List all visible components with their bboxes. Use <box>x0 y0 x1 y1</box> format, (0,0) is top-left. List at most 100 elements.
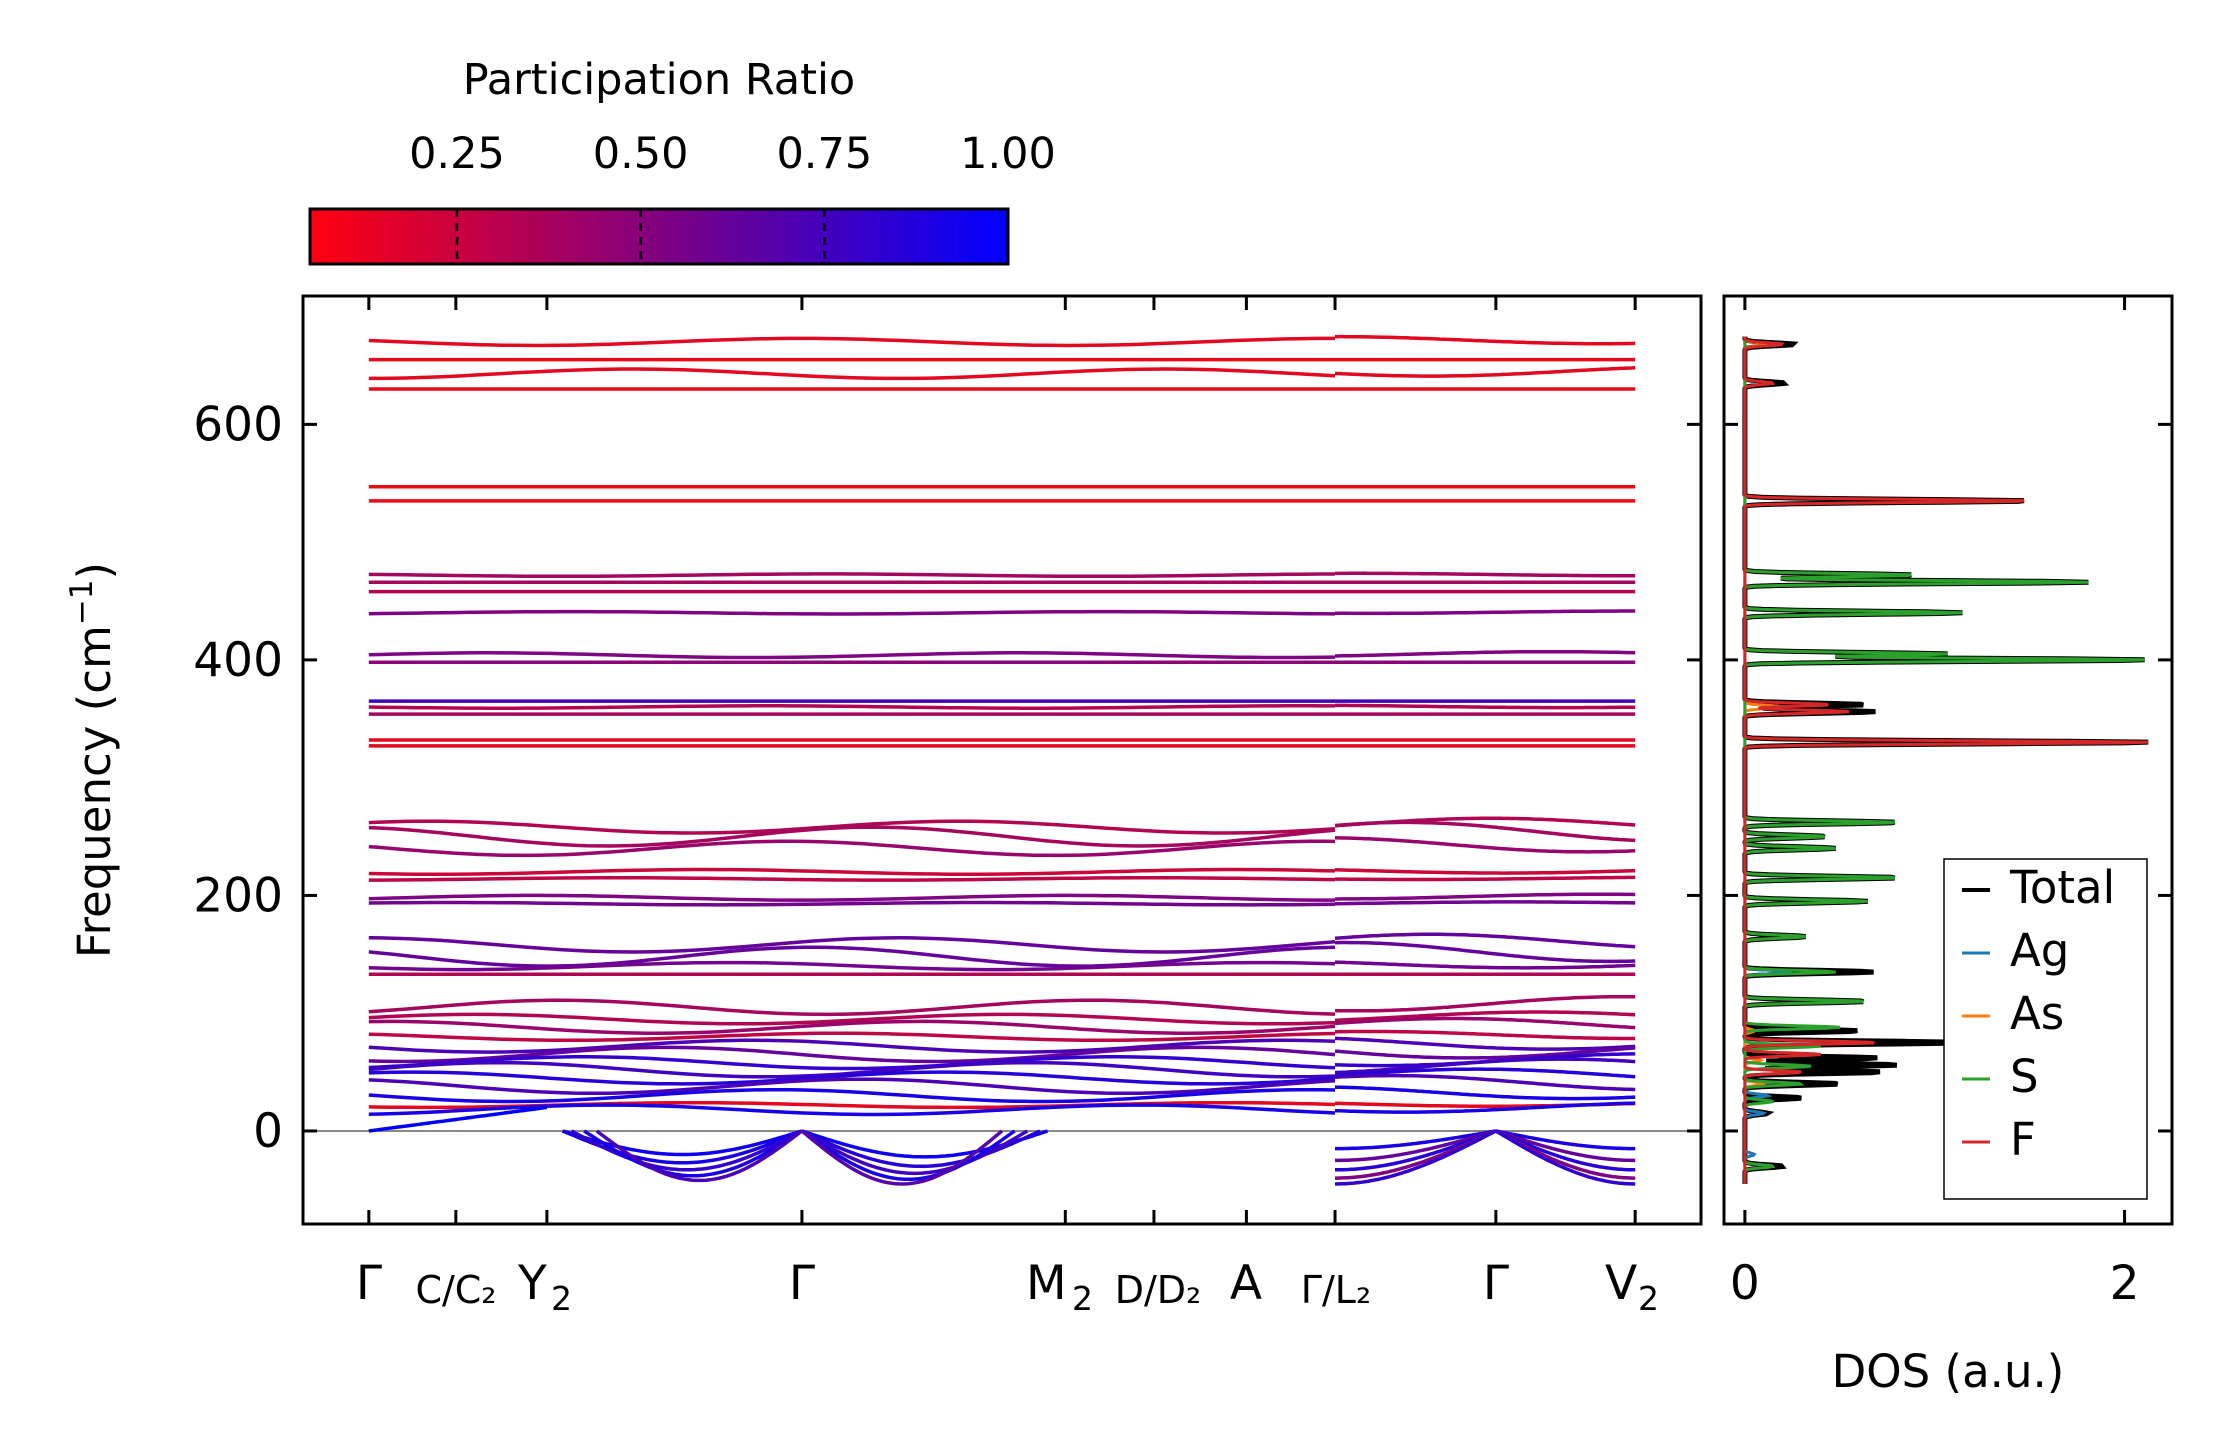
y-axis-label: Frequency (cm−1) <box>64 562 121 958</box>
colorbar-ticks: 0.25 0.50 0.75 1.00 <box>409 129 1056 264</box>
soft-mode-line <box>1335 1129 1497 1172</box>
band-line <box>1335 571 1636 578</box>
band-line <box>368 572 1335 579</box>
band-line <box>1334 649 1636 658</box>
band-line <box>368 819 1336 835</box>
band-line <box>368 1045 1336 1064</box>
band-line <box>1334 366 1636 378</box>
x-tick-labels: Γ C/C₂ Y 2 Γ M 2 D/D₂ A Γ/L₂ Γ V 2 <box>356 1256 1659 1318</box>
band-line <box>368 998 1336 1017</box>
band-line <box>1334 868 1636 875</box>
band-line <box>368 1031 1336 1043</box>
svg-text:2: 2 <box>551 1279 572 1318</box>
colorbar-tick-label: 0.50 <box>593 129 689 179</box>
svg-text:V: V <box>1605 1256 1637 1311</box>
colorbar-tick-label: 0.75 <box>776 129 872 179</box>
xtick-d-d2: D/D₂ <box>1115 1268 1202 1312</box>
band-line <box>368 876 1336 882</box>
colorbar-label: Participation Ratio <box>463 55 856 105</box>
band-line <box>368 651 1336 660</box>
dos-line-f <box>1743 336 2149 1184</box>
y-tick-label: 0 <box>253 1104 283 1159</box>
band-line <box>368 1077 1336 1096</box>
band-line <box>1335 892 1636 901</box>
band-line <box>368 704 1335 710</box>
svg-text:2: 2 <box>1638 1279 1659 1318</box>
band-line <box>1334 875 1636 882</box>
band-line <box>368 936 1336 954</box>
band-line <box>1334 820 1636 843</box>
band-line <box>1335 609 1636 616</box>
band-line <box>368 336 1335 348</box>
band-line <box>368 839 1336 858</box>
xtick-v2: V 2 <box>1605 1256 1659 1318</box>
y-tick-label: 200 <box>193 868 283 923</box>
soft-mode-line <box>595 1129 803 1183</box>
colorbar: Participation Ratio 0.25 0.50 0.75 1.00 <box>308 55 1056 266</box>
band-line <box>1335 334 1636 346</box>
xtick-c-c2: C/C₂ <box>415 1268 496 1312</box>
soft-mode-line <box>570 1129 803 1172</box>
band-structure-plot: 0 200 400 600 Frequency (cm−1) Γ C/C₂ Y 2 Γ… <box>64 294 1703 1318</box>
band-line <box>1334 1036 1636 1051</box>
xtick-m2: M 2 <box>1026 1256 1093 1318</box>
soft-mode-line <box>1495 1129 1636 1172</box>
band-line <box>1334 960 1636 970</box>
xtick-gamma-2: Γ <box>789 1256 815 1311</box>
colorbar-tick-label: 1.00 <box>960 129 1056 179</box>
band-line <box>1334 1067 1636 1079</box>
soft-mode-line <box>800 1129 1016 1181</box>
band-line <box>1335 703 1636 710</box>
soft-mode-line <box>801 1129 1029 1176</box>
colorbar-tick-label: 0.25 <box>409 129 505 179</box>
band-line <box>368 1012 1336 1026</box>
soft-mode-line <box>1494 1129 1636 1186</box>
band-line <box>1335 1029 1636 1041</box>
soft-mode-line <box>1334 1129 1497 1186</box>
band-line <box>368 960 1336 972</box>
band-line <box>1334 1057 1636 1075</box>
band-line <box>1335 940 1636 964</box>
band-line <box>1334 1073 1636 1092</box>
soft-mode-line <box>800 1129 1004 1186</box>
soft-mode-line <box>1335 1129 1497 1163</box>
y-tick-label: 400 <box>193 633 283 688</box>
band-line <box>368 1087 1336 1104</box>
y-tick-label: 600 <box>193 397 283 452</box>
svg-text:M: M <box>1026 1256 1067 1311</box>
xtick-a: A <box>1230 1256 1262 1311</box>
dos-x-label: DOS (a.u.) <box>1832 1345 2065 1398</box>
band-line <box>368 945 1336 968</box>
band-line <box>368 825 1336 848</box>
band-line <box>1335 900 1636 906</box>
dos-x-tick-label: 2 <box>2110 1256 2140 1311</box>
xtick-y2: Y 2 <box>517 1256 572 1318</box>
legend-label-f: F <box>2010 1113 2036 1166</box>
xtick-gamma-l2: Γ/L₂ <box>1301 1268 1371 1312</box>
svg-text:2: 2 <box>1072 1279 1093 1318</box>
xtick-gamma-3: Γ <box>1483 1256 1509 1311</box>
band-line <box>368 609 1336 616</box>
main-axes-frame <box>301 294 1703 1226</box>
dos-axes-frame <box>1722 294 2174 1226</box>
band-line <box>1334 1085 1636 1101</box>
band-line <box>1334 932 1636 949</box>
band-line <box>1334 1046 1636 1060</box>
band-line <box>1334 1101 1636 1114</box>
band-line <box>368 900 1336 907</box>
soft-mode-line <box>1335 1129 1497 1151</box>
colorbar-gradient <box>308 207 1010 266</box>
legend-label-total: Total <box>2009 861 2115 914</box>
band-lines <box>303 334 1701 1186</box>
band-line <box>368 1070 1336 1086</box>
band-line <box>1334 836 1636 854</box>
band-line <box>1334 1010 1636 1022</box>
legend-label-as: As <box>2010 987 2064 1040</box>
dos-x-tick-label: 0 <box>1730 1256 1760 1311</box>
main-axis-ticks: 0 200 400 600 <box>193 296 1701 1224</box>
band-line <box>368 893 1335 902</box>
band-line <box>368 867 1336 876</box>
band-line <box>368 1019 1336 1035</box>
